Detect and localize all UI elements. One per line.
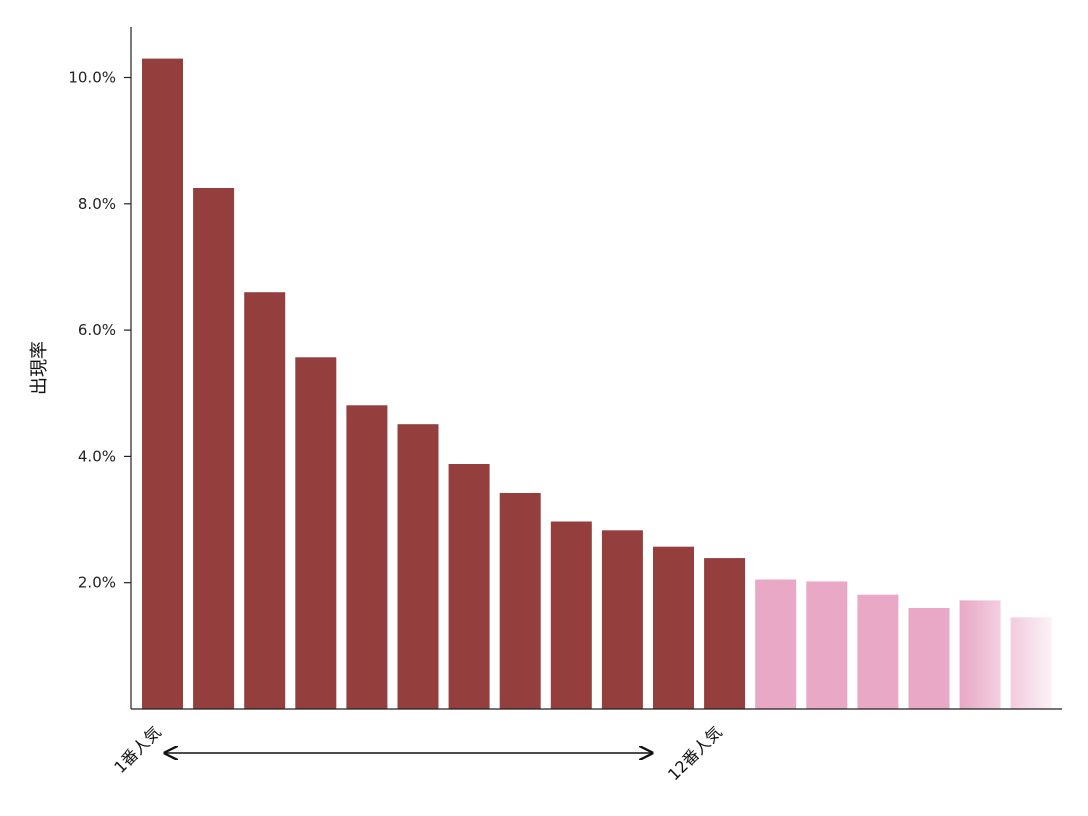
bar-1 [142, 58, 183, 710]
bars-group [142, 58, 1052, 710]
bar-18 [1010, 617, 1052, 709]
bar-6 [397, 424, 439, 709]
bar-2 [193, 188, 235, 709]
y-axis-title: 出現率 [29, 341, 50, 395]
y-tick-label: 4.0% [78, 447, 116, 465]
y-tick-label: 6.0% [78, 321, 116, 339]
end-category-label: 12番人気 [664, 722, 726, 784]
y-ticks-group: 2.0% 4.0% 6.0% 8.0% 10.0% [68, 69, 131, 592]
bar-11 [653, 546, 694, 709]
bar-13 [755, 579, 797, 709]
y-tick-label: 8.0% [78, 195, 116, 213]
bar-17 [959, 600, 1001, 709]
bar-15 [857, 594, 899, 709]
y-tick-label: 2.0% [78, 574, 116, 592]
bar-9 [550, 521, 592, 709]
start-category-label: 1番人気 [110, 722, 165, 777]
bar-3 [244, 292, 286, 709]
bar-14 [806, 581, 848, 709]
bar-8 [499, 493, 541, 709]
y-tick-label: 10.0% [68, 69, 116, 87]
bar-16 [908, 608, 950, 709]
bar-5 [346, 405, 388, 709]
bar-4 [295, 357, 337, 709]
bar-10 [601, 530, 643, 709]
bar-12 [704, 558, 746, 709]
bar-7 [448, 464, 490, 709]
